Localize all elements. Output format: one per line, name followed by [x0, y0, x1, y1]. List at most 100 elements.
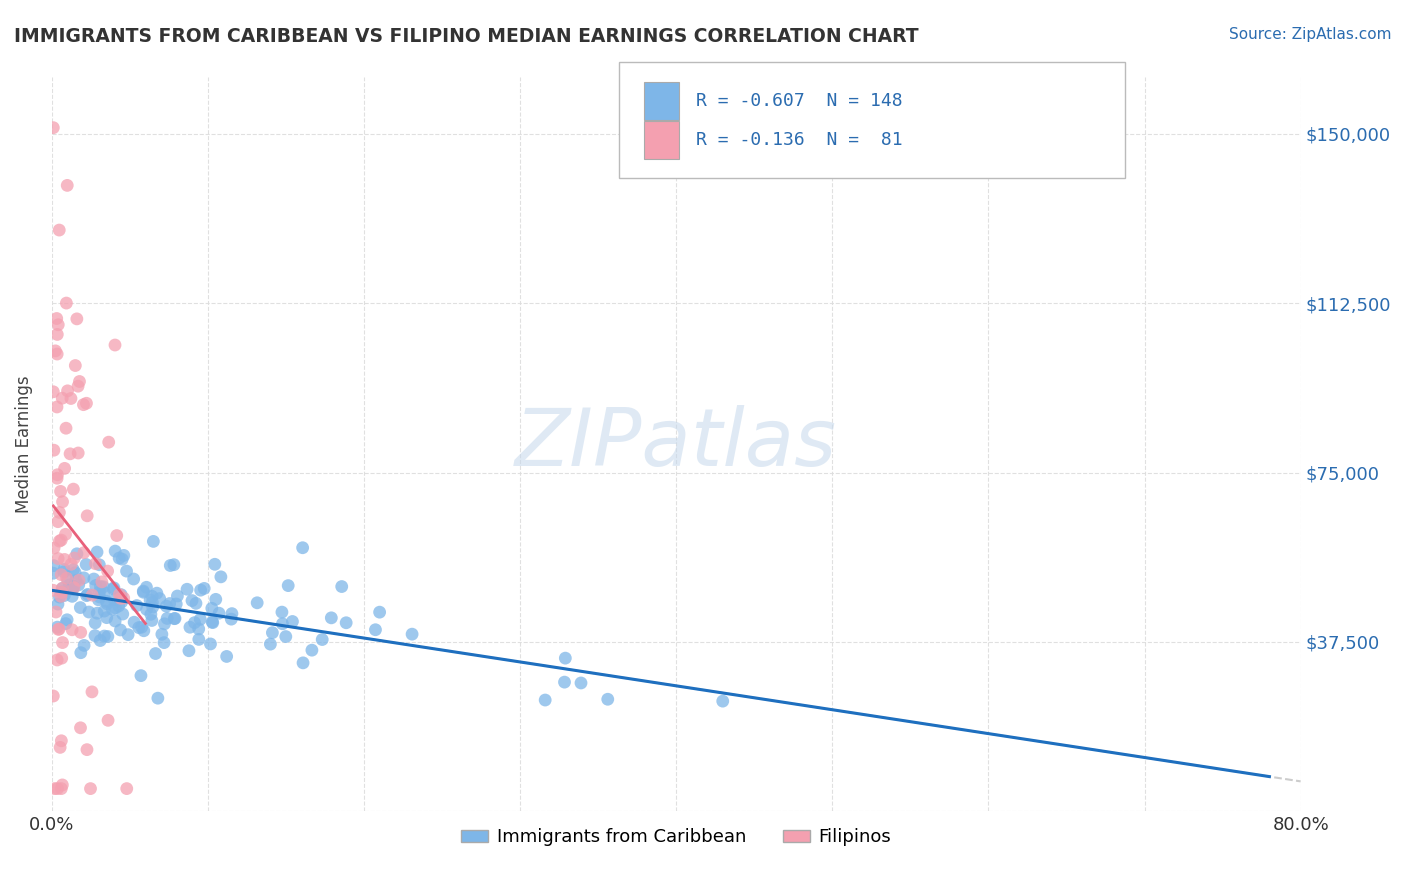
Point [132, 584, 155, 599]
Point [368, 605, 391, 619]
Point [46, 471, 69, 485]
Point [103, 581, 125, 595]
Point [53, 461, 76, 475]
Point [46, 327, 69, 342]
Point [204, 592, 226, 607]
Point [84, 557, 107, 571]
Point [46, 318, 69, 332]
Point [80, 685, 103, 699]
Point [65, 359, 87, 373]
Point [76, 589, 98, 603]
Point [72, 398, 94, 412]
Point [69, 375, 91, 389]
Point [79, 781, 101, 796]
Point [159, 597, 181, 611]
Point [46, 467, 69, 482]
Point [46, 597, 69, 611]
Point [112, 591, 135, 605]
Point [63, 581, 86, 595]
Point [209, 570, 232, 584]
Point [534, 693, 557, 707]
Point [84, 578, 107, 592]
Point [159, 558, 181, 573]
Point [201, 615, 224, 630]
Point [89, 590, 111, 604]
Point [201, 615, 224, 629]
Point [262, 625, 284, 640]
Point [46, 515, 69, 529]
Point [364, 623, 387, 637]
Point [75, 396, 97, 410]
Point [62, 582, 84, 597]
Point [153, 616, 176, 631]
Point [51, 533, 73, 547]
Point [53, 589, 76, 603]
Point [46, 400, 69, 414]
Y-axis label: Median Earnings: Median Earnings [15, 376, 32, 513]
Point [97, 564, 120, 578]
Point [56, 384, 79, 398]
Point [110, 591, 132, 605]
Point [58, 578, 80, 592]
Point [193, 582, 215, 596]
Point [146, 691, 169, 706]
Point [208, 606, 231, 620]
Point [67, 379, 90, 393]
Point [84, 629, 107, 643]
Point [89, 558, 111, 572]
Point [51, 651, 73, 665]
Point [141, 590, 163, 604]
Point [132, 624, 155, 638]
Point [139, 593, 162, 607]
Point [48, 590, 70, 604]
Point [62, 482, 84, 496]
Point [60, 623, 83, 637]
Point [45, 605, 67, 619]
Point [55, 296, 77, 310]
Point [274, 630, 297, 644]
Point [56, 178, 79, 193]
Point [221, 607, 243, 621]
Point [93, 585, 115, 599]
Point [42, 566, 65, 581]
Point [69, 600, 91, 615]
Point [46, 623, 69, 637]
Point [281, 615, 304, 629]
Point [111, 607, 134, 621]
Point [271, 616, 294, 631]
Point [89, 633, 111, 648]
Point [44, 343, 66, 358]
Point [69, 646, 91, 660]
Point [73, 546, 96, 560]
Point [101, 602, 124, 616]
Point [89, 585, 111, 599]
Point [181, 593, 204, 607]
Point [110, 623, 132, 637]
Point [165, 597, 187, 611]
Point [63, 551, 86, 566]
Point [221, 612, 243, 626]
Point [51, 581, 73, 595]
Point [60, 558, 83, 572]
Point [42, 583, 65, 598]
Point [46, 551, 69, 566]
Point [292, 656, 315, 670]
Point [179, 620, 201, 634]
Point [711, 694, 734, 708]
Point [93, 580, 115, 594]
Point [96, 594, 118, 608]
Point [311, 632, 333, 647]
Point [51, 585, 73, 599]
Point [82, 588, 104, 602]
Point [108, 587, 131, 601]
Point [163, 558, 186, 572]
Point [108, 551, 131, 566]
Point [128, 621, 150, 635]
Point [156, 611, 179, 625]
Point [166, 589, 188, 603]
Point [153, 635, 176, 649]
Point [122, 572, 145, 586]
Point [60, 590, 83, 604]
Point [42, 443, 65, 458]
Point [155, 599, 177, 614]
